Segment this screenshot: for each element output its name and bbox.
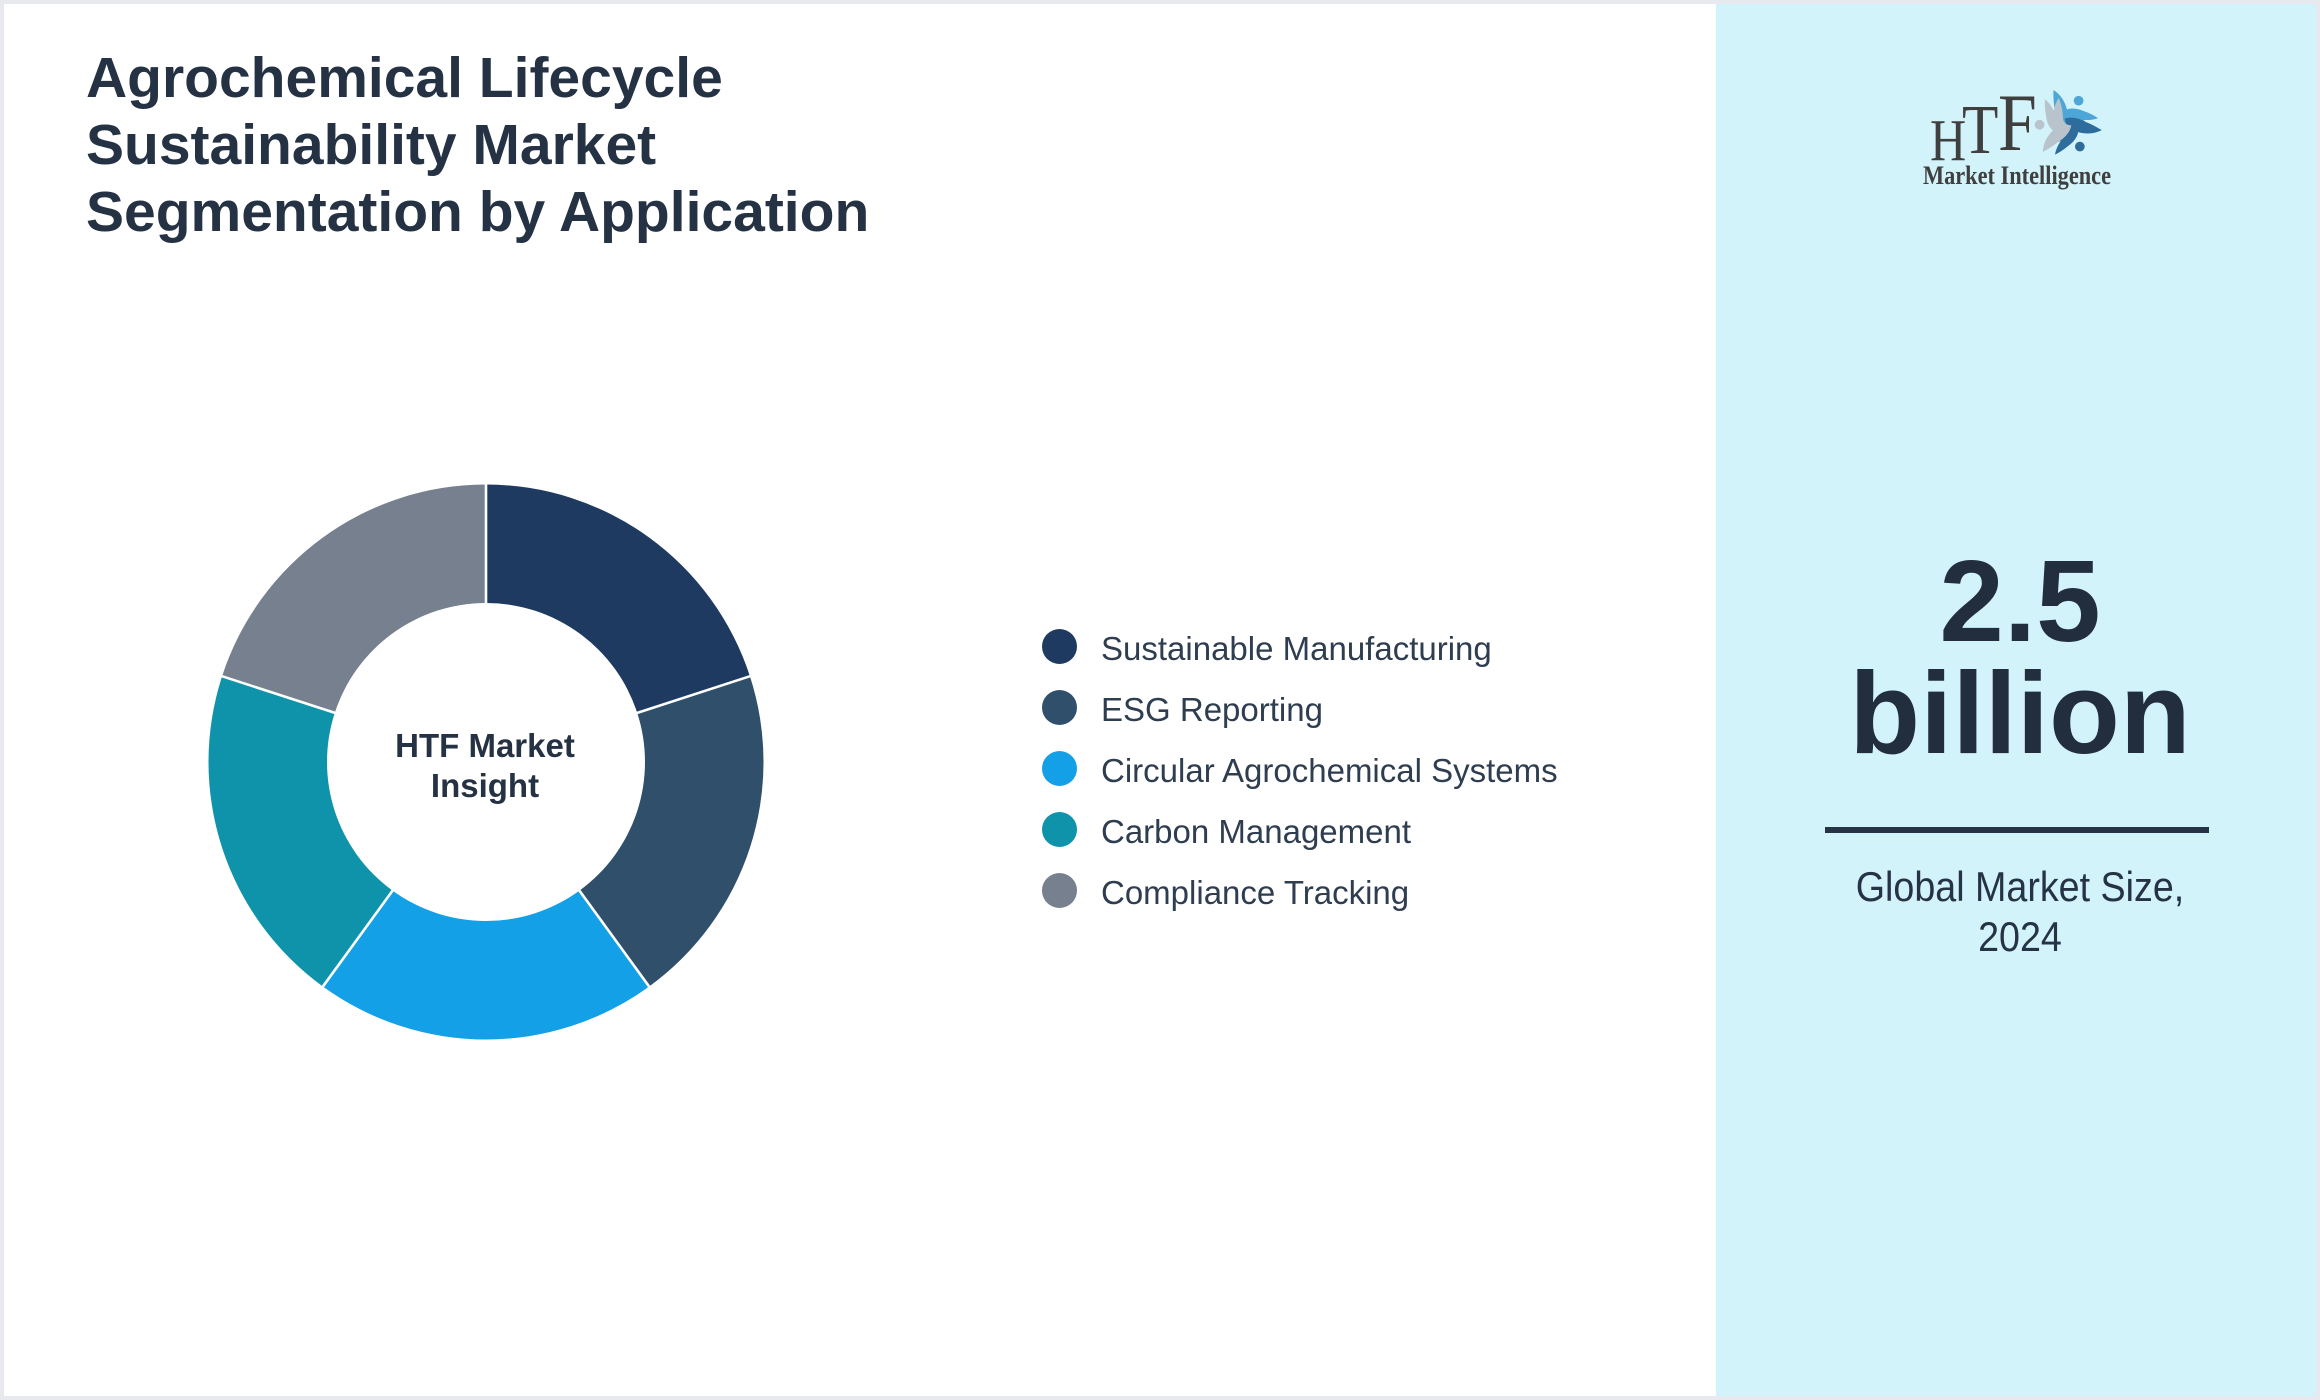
svg-text:F: F — [1998, 78, 2037, 169]
svg-text:T: T — [1962, 92, 1998, 170]
svg-text:H: H — [1930, 107, 1966, 173]
svg-text:Market Intelligence: Market Intelligence — [1923, 161, 2111, 190]
